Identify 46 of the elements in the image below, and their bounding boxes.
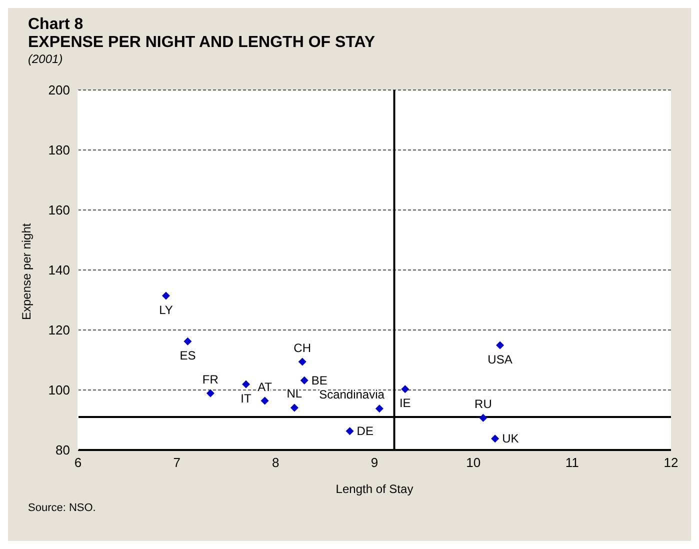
- point: [375, 404, 384, 413]
- y-axis-title: Expense per night: [19, 222, 34, 320]
- point: [206, 389, 214, 398]
- y-tick-label: 140: [48, 262, 70, 278]
- point: [162, 292, 170, 300]
- annotation: NL: [286, 386, 302, 401]
- chart-title: Chart 8 EXPENSE PER NIGHT AND LENGTH OF STAY: [28, 16, 376, 52]
- y-tick-label: 180: [48, 142, 70, 158]
- x-axis-title: Length of Stay: [336, 482, 414, 496]
- point: [496, 341, 504, 350]
- annotation: IT: [240, 391, 252, 406]
- annotation: USA: [488, 352, 512, 366]
- annotation: LY: [159, 302, 173, 317]
- y-tick-label: 120: [48, 322, 70, 338]
- y-tick-label: 160: [48, 202, 70, 218]
- y-tick-label: 200: [48, 82, 70, 98]
- annotation: ES: [180, 348, 196, 362]
- x-tick-label: 6: [74, 455, 82, 470]
- point: [242, 380, 250, 388]
- y-tick-label: 100: [48, 382, 70, 398]
- point: [184, 337, 192, 346]
- annotation: FR: [202, 372, 219, 386]
- point: [260, 396, 269, 405]
- x-tick-label: 11: [565, 455, 579, 470]
- annotation: UK: [502, 432, 519, 446]
- source-note: Source: NSO.: [27, 502, 97, 514]
- annotation: BE: [311, 373, 328, 388]
- y-tick-label: 80: [56, 442, 70, 458]
- x-tick-label: 7: [173, 455, 180, 470]
- annotation: RU: [474, 396, 492, 411]
- annotation: IE: [399, 396, 411, 410]
- point: [298, 358, 306, 366]
- annotation: Scandinavia: [319, 388, 385, 402]
- point: [479, 414, 488, 422]
- x-tick-label: 10: [466, 455, 481, 470]
- x-tick-label: 8: [272, 455, 280, 470]
- chart-subtitle: (2001): [28, 52, 64, 66]
- point: [346, 427, 354, 436]
- point: [300, 376, 308, 384]
- annotation: DE: [356, 424, 374, 438]
- x-tick-label: 12: [664, 455, 678, 470]
- annotation: CH: [294, 340, 312, 355]
- point: [290, 404, 298, 412]
- point: [401, 385, 410, 394]
- point: [491, 434, 500, 443]
- x-tick-label: 9: [370, 455, 378, 470]
